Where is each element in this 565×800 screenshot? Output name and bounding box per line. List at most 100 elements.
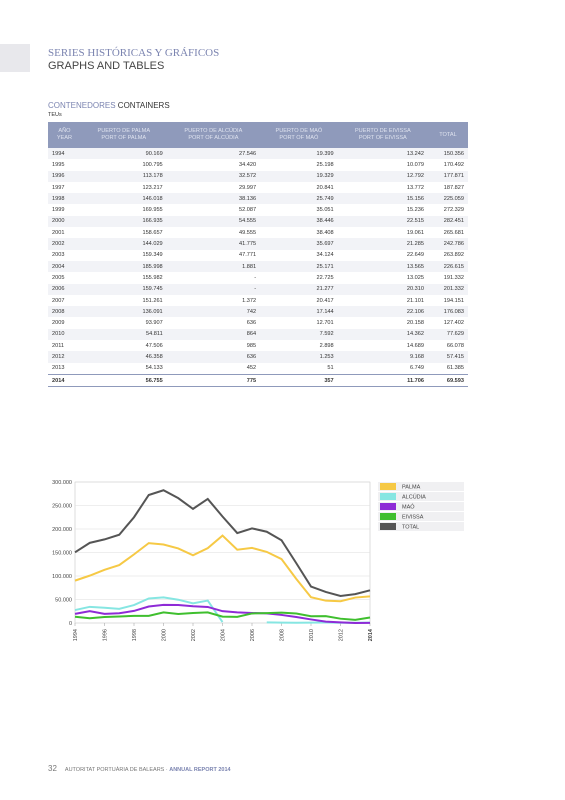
table-cell: 34.420 — [239, 161, 257, 168]
table-cell: 61.385 — [446, 365, 464, 372]
column-header: PUERTO DE PALMA PORT OF PALMA — [80, 122, 167, 148]
footer: 32 AUTORITAT PORTUÀRIA DE BALEARS · ANNUA… — [48, 764, 231, 773]
table-cell: 15.236 — [406, 207, 424, 214]
table-cell: 169.955 — [142, 207, 163, 214]
table-cell: 21.101 — [406, 297, 424, 304]
table-cell: 38.408 — [316, 229, 334, 236]
column-header-es: TOTAL — [439, 131, 457, 138]
table-cell: 136.091 — [80, 306, 167, 318]
legend-bg — [378, 482, 464, 491]
table-cell: 864 — [166, 328, 261, 341]
table-cell: 2004 — [48, 260, 81, 273]
table-cell: 1.372 — [242, 297, 257, 304]
table-cell: 636 — [246, 320, 257, 327]
series-line — [74, 489, 371, 598]
column-header-es: PUERTO DE PALMA — [97, 128, 151, 134]
table-cell: 20.310 — [337, 283, 428, 295]
table-cell: 49.555 — [239, 229, 257, 236]
column-header-en: PORT OF ALCÚDIA — [188, 135, 239, 141]
table-cell: 265.681 — [443, 229, 464, 236]
page-number: 32 — [48, 764, 57, 773]
table-cell: 2012 — [48, 351, 81, 363]
table-cell: 13.242 — [337, 148, 428, 160]
table-cell: 69.593 — [427, 373, 468, 388]
x-tick-label: 2010 — [309, 629, 315, 641]
table-cell: 194.151 — [443, 297, 464, 304]
table-cell: 54.133 — [145, 365, 163, 372]
table-cell: 2005 — [52, 274, 65, 281]
table-cell: 57.415 — [427, 351, 468, 363]
x-tick-label: 2012 — [339, 629, 345, 641]
legend-swatch — [380, 513, 396, 520]
table-cell: 93.907 — [145, 320, 163, 327]
legend-bg — [378, 492, 464, 501]
legend-label: EIVISSA — [402, 515, 424, 521]
table-row: 1998 146.018 38.136 25.749 15.156 225.059 — [48, 193, 468, 205]
x-tick-label: 2004 — [221, 629, 227, 641]
table-cell: 191.332 — [443, 274, 464, 281]
table-cell: 636 — [166, 351, 261, 363]
table-cell: 2010 — [48, 328, 81, 341]
table-cell: 9.168 — [337, 351, 428, 363]
y-tick-label: 250.000 — [52, 504, 72, 510]
table-row: 2002 144.029 41.775 35.697 21.285 242.786 — [48, 238, 468, 250]
table-row: 1995 100.795 34.420 25.198 10.079 170.492 — [48, 159, 468, 170]
table-cell: 52.087 — [239, 207, 257, 214]
table-cell: 21.277 — [260, 283, 338, 295]
y-tick-label: 100.000 — [52, 574, 72, 580]
table-cell: 242.786 — [427, 238, 468, 250]
table-cell: 22.515 — [337, 215, 428, 228]
table-cell: 1997 — [52, 184, 65, 191]
table-cell: 34.124 — [316, 252, 334, 259]
table-cell: 2011 — [52, 342, 65, 349]
table-cell: 113.178 — [80, 170, 167, 182]
table-cell: 20.158 — [406, 320, 424, 327]
table-cell: 22.106 — [337, 306, 428, 318]
table-cell: 155.982 — [142, 274, 163, 281]
legend-bg — [378, 522, 464, 531]
table-cell: 1994 — [48, 148, 81, 160]
legend-swatch — [380, 503, 396, 510]
table-cell: - — [166, 283, 261, 295]
table-cell: 66.078 — [446, 342, 464, 349]
table-row: 1997 123.217 29.997 20.841 13.772 187.827 — [48, 182, 468, 193]
table-cell: 35.051 — [316, 207, 334, 214]
x-tick-label: 1998 — [132, 629, 138, 641]
table-cell: 29.997 — [239, 184, 257, 191]
table-row: 2000 166.935 54.555 38.446 22.515 282.451 — [48, 215, 468, 228]
x-tick-label: 1996 — [103, 629, 109, 641]
table-cell: 2002 — [48, 238, 81, 250]
table-cell: 12.792 — [337, 170, 428, 182]
column-header-es: AÑO — [58, 128, 71, 134]
table-row: 2003 159.349 47.771 34.124 22.649 263.892 — [48, 250, 468, 261]
table-row: 2011 47.506 985 2.898 14.689 66.078 — [48, 340, 468, 351]
table-cell: 159.745 — [80, 283, 167, 295]
table-cell: 225.059 — [427, 193, 468, 205]
table-cell: 15.156 — [337, 193, 428, 205]
legend-label: ALCÚDIA — [402, 494, 426, 501]
table-cell: - — [254, 274, 257, 281]
table-row: 2004 185.998 1.881 25.171 13.565 226.615 — [48, 260, 468, 273]
table-cell: 2.898 — [319, 342, 334, 349]
table-row: 1994 90.169 27.546 19.399 13.242 150.356 — [48, 148, 468, 160]
series-line — [74, 534, 371, 603]
table-cell: 177.871 — [427, 170, 468, 182]
legend-bg — [378, 502, 464, 511]
table-cell: 27.546 — [166, 148, 261, 160]
table-cell: 47.506 — [145, 342, 163, 349]
chart: 0 50.000 100.000 150.000 200.000 250.000 300.0… — [52, 480, 464, 641]
table-cell: 742 — [166, 306, 261, 318]
column-header-en: YEAR — [56, 135, 73, 141]
column-header-es: PUERTO DE EIVISSA — [354, 128, 411, 134]
subtitle: GRAPHS AND TABLES — [48, 60, 165, 72]
column-header-en: PORT OF EIVISSA — [358, 135, 407, 141]
table-cell: 22.725 — [316, 274, 334, 281]
table-cell: 1998 — [48, 193, 81, 205]
table-cell: 2008 — [48, 306, 81, 318]
legend-label: PALMA — [402, 485, 421, 491]
table-cell: 56.755 — [80, 373, 167, 388]
table-row: 2006 159.745-21.277 20.310 201.332 — [48, 283, 468, 295]
x-tick-label: 2006 — [250, 629, 256, 641]
table-cell: 21.285 — [337, 238, 428, 250]
table-cell: 22.649 — [406, 252, 424, 259]
